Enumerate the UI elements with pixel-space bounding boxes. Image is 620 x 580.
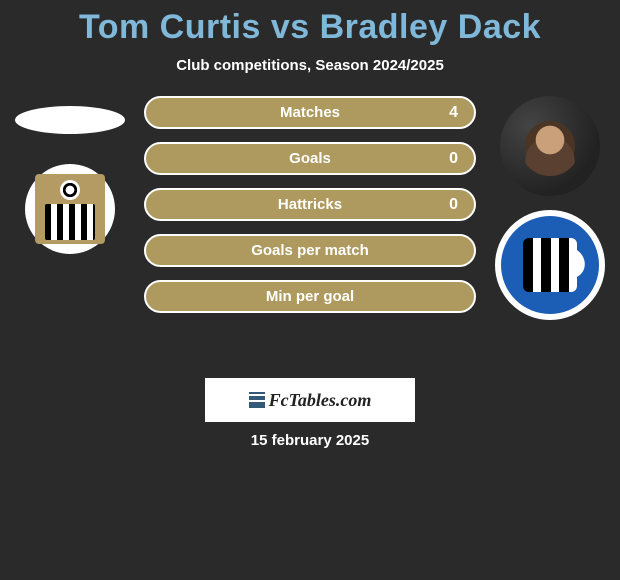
- player-right-column: [480, 96, 620, 320]
- stat-value-right: 4: [449, 104, 458, 122]
- stat-label: Matches: [280, 104, 340, 121]
- stat-pill: Goals per match: [144, 234, 476, 267]
- player-left-photo: [15, 106, 125, 134]
- stat-row-goals: Goals 0: [144, 142, 476, 175]
- stat-label: Min per goal: [266, 288, 354, 305]
- stat-value-right: 0: [449, 150, 458, 168]
- stat-pill: Matches 4: [144, 96, 476, 129]
- club-badge-left: [25, 164, 115, 254]
- stat-pill: Min per goal: [144, 280, 476, 313]
- player-right-photo: [500, 96, 600, 196]
- comparison-content: Matches 4 Goals 0 Hattricks 0: [0, 96, 620, 356]
- notts-county-crest-icon: [35, 174, 105, 244]
- snapshot-date: 15 february 2025: [0, 432, 620, 449]
- stat-pill: Hattricks 0: [144, 188, 476, 221]
- stat-row-goals-per-match: Goals per match: [144, 234, 476, 267]
- stat-row-hattricks: Hattricks 0: [144, 188, 476, 221]
- player-left-column: [0, 96, 140, 254]
- page-title: Tom Curtis vs Bradley Dack: [0, 8, 620, 47]
- brand-bars-icon: [249, 392, 265, 408]
- brand-watermark: FcTables.com: [205, 378, 415, 422]
- stat-pill: Goals 0: [144, 142, 476, 175]
- stat-bars: Matches 4 Goals 0 Hattricks 0: [140, 96, 480, 313]
- gillingham-horse-icon: [553, 246, 588, 281]
- stat-label: Goals: [289, 150, 331, 167]
- stat-row-min-per-goal: Min per goal: [144, 280, 476, 313]
- stat-label: Hattricks: [278, 196, 342, 213]
- stat-label: Goals per match: [251, 242, 369, 259]
- brand-text: FcTables.com: [269, 390, 372, 411]
- stat-row-matches: Matches 4: [144, 96, 476, 129]
- stat-value-right: 0: [449, 196, 458, 214]
- club-badge-right: [495, 210, 605, 320]
- page-subtitle: Club competitions, Season 2024/2025: [0, 57, 620, 74]
- comparison-card: Tom Curtis vs Bradley Dack Club competit…: [0, 0, 620, 449]
